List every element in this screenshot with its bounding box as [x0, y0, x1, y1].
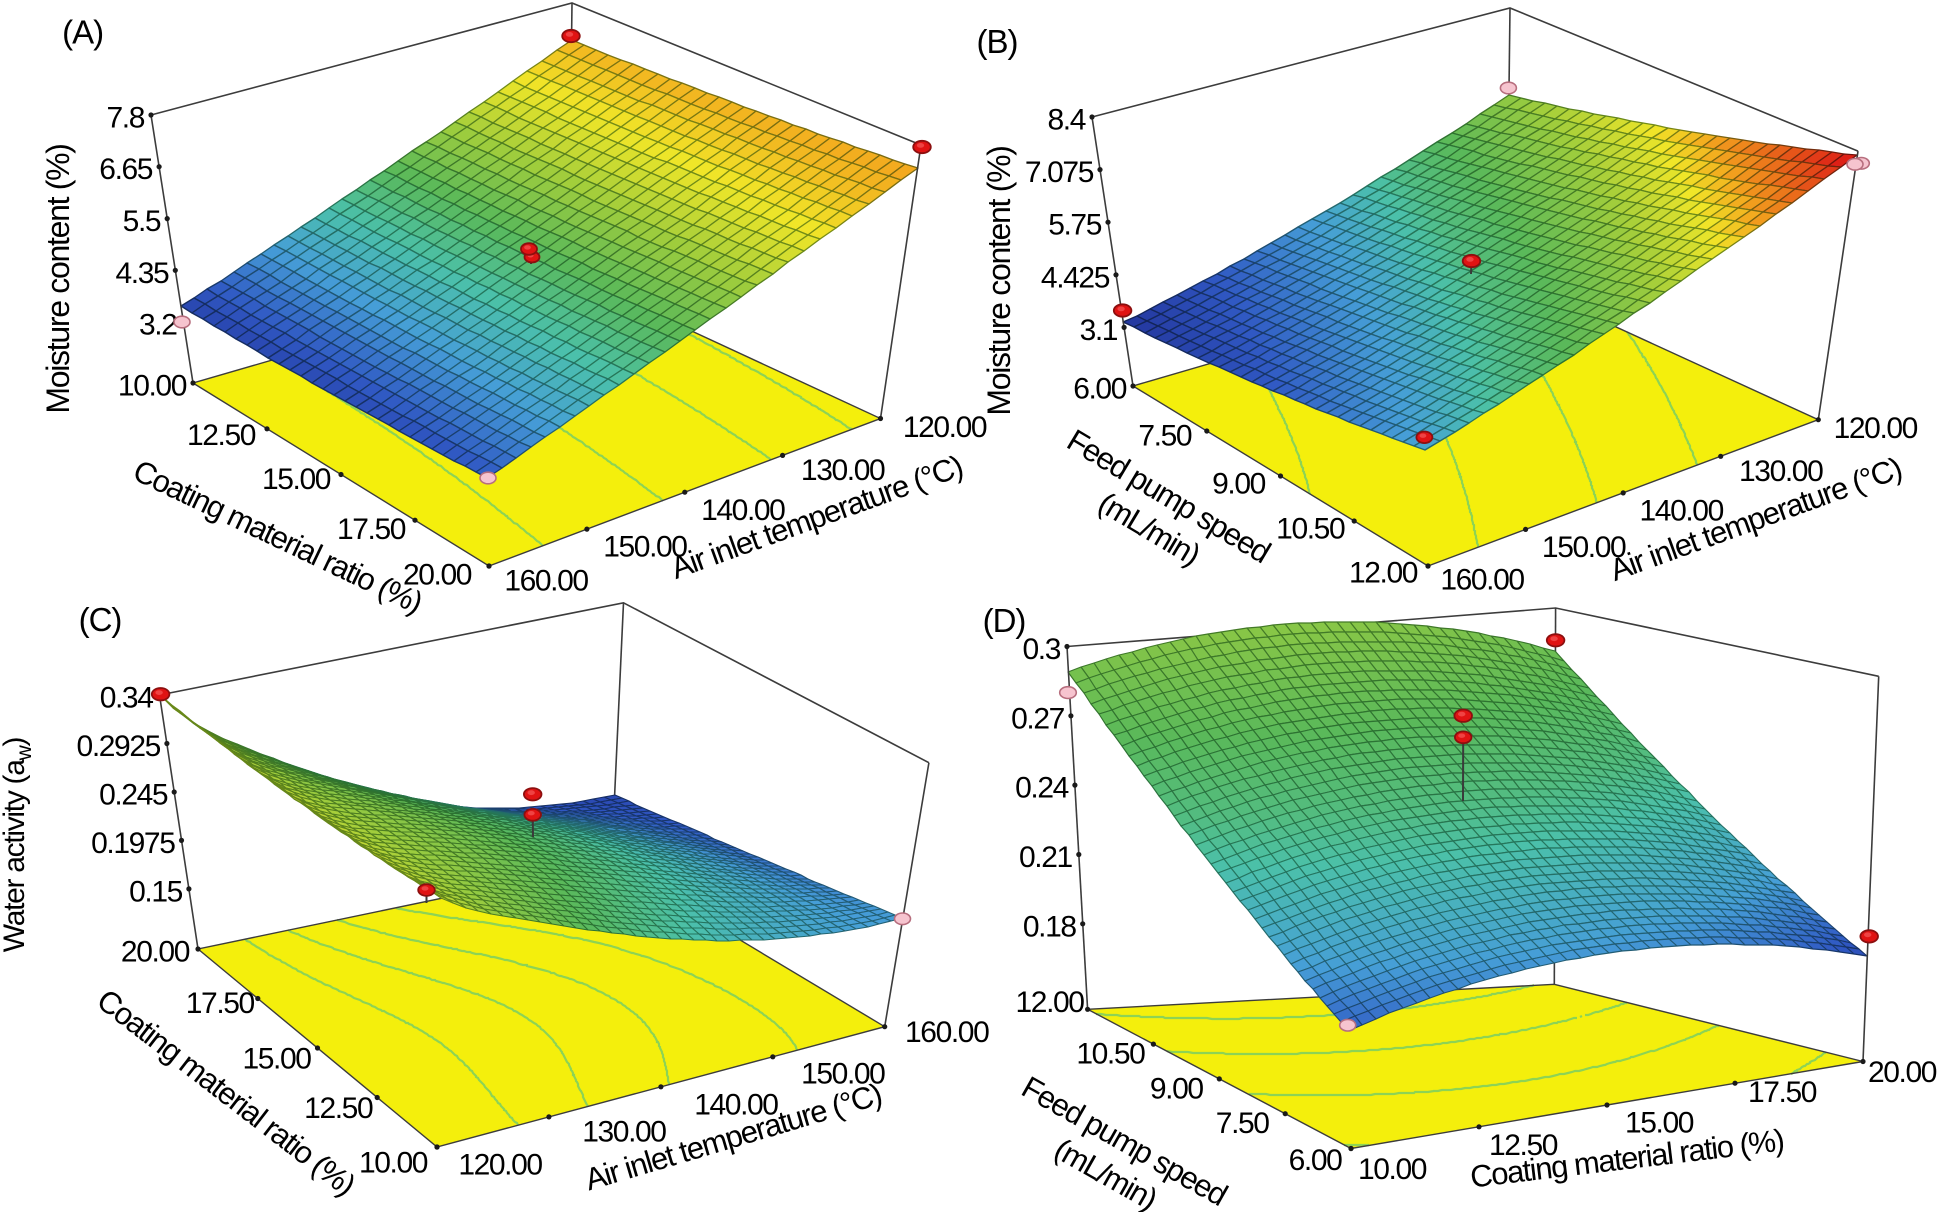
- svg-text:120.00: 120.00: [458, 1149, 542, 1182]
- svg-text:120.00: 120.00: [903, 411, 987, 444]
- svg-text:150.00: 150.00: [1542, 531, 1626, 564]
- svg-text:0.18: 0.18: [1023, 910, 1077, 943]
- svg-text:Moisture content (%): Moisture content (%): [981, 146, 1017, 415]
- svg-text:8.4: 8.4: [1047, 104, 1085, 137]
- svg-text:(D): (D): [983, 602, 1026, 639]
- svg-text:10.50: 10.50: [1076, 1038, 1145, 1071]
- svg-text:130.00: 130.00: [801, 454, 885, 487]
- svg-text:150.00: 150.00: [801, 1057, 885, 1090]
- svg-text:120.00: 120.00: [1834, 412, 1918, 445]
- svg-text:140.00: 140.00: [701, 494, 785, 527]
- svg-text:17.50: 17.50: [1748, 1076, 1817, 1109]
- svg-text:5.5: 5.5: [123, 205, 161, 238]
- svg-text:6.65: 6.65: [99, 153, 153, 186]
- svg-text:4.425: 4.425: [1041, 261, 1110, 294]
- svg-text:160.00: 160.00: [504, 565, 588, 598]
- svg-text:15.00: 15.00: [242, 1043, 311, 1076]
- svg-text:Water activity (aw): Water activity (aw): [0, 738, 36, 953]
- svg-text:20.00: 20.00: [1868, 1056, 1937, 1089]
- svg-text:3.2: 3.2: [139, 309, 177, 342]
- svg-text:0.34: 0.34: [100, 682, 154, 715]
- svg-text:10.50: 10.50: [1276, 513, 1345, 546]
- svg-text:10.00: 10.00: [359, 1147, 428, 1180]
- svg-text:150.00: 150.00: [603, 531, 687, 564]
- svg-text:(B): (B): [977, 23, 1018, 60]
- svg-text:7.50: 7.50: [1138, 420, 1192, 453]
- svg-text:20.00: 20.00: [121, 936, 190, 969]
- svg-text:160.00: 160.00: [905, 1016, 989, 1049]
- svg-text:5.75: 5.75: [1048, 209, 1102, 242]
- svg-text:0.15: 0.15: [129, 875, 183, 908]
- svg-text:10.00: 10.00: [118, 370, 187, 403]
- svg-text:15.00: 15.00: [262, 463, 331, 496]
- svg-text:0.27: 0.27: [1011, 702, 1065, 735]
- svg-text:130.00: 130.00: [582, 1115, 666, 1148]
- svg-text:7.075: 7.075: [1025, 156, 1094, 189]
- svg-text:7.50: 7.50: [1216, 1107, 1270, 1140]
- svg-text:6.00: 6.00: [1289, 1144, 1343, 1177]
- svg-text:12.00: 12.00: [1016, 986, 1085, 1019]
- svg-text:17.50: 17.50: [337, 513, 406, 546]
- svg-text:12.50: 12.50: [1489, 1129, 1558, 1162]
- svg-text:130.00: 130.00: [1739, 455, 1823, 488]
- svg-text:140.00: 140.00: [1640, 494, 1724, 527]
- svg-text:6.00: 6.00: [1073, 373, 1127, 406]
- svg-text:4.35: 4.35: [116, 257, 170, 290]
- svg-text:0.1975: 0.1975: [91, 827, 175, 860]
- svg-text:0.21: 0.21: [1019, 841, 1073, 874]
- svg-text:12.00: 12.00: [1349, 557, 1418, 590]
- svg-text:0.24: 0.24: [1015, 772, 1069, 805]
- svg-text:0.2925: 0.2925: [77, 730, 161, 763]
- svg-text:17.50: 17.50: [186, 987, 255, 1020]
- svg-text:12.50: 12.50: [187, 419, 256, 452]
- svg-text:9.00: 9.00: [1150, 1072, 1204, 1105]
- svg-text:0.3: 0.3: [1022, 633, 1060, 666]
- svg-text:12.50: 12.50: [304, 1092, 373, 1125]
- svg-text:(A): (A): [62, 14, 103, 51]
- svg-text:20.00: 20.00: [403, 559, 472, 592]
- svg-text:(C): (C): [79, 601, 122, 638]
- svg-text:7.8: 7.8: [106, 102, 144, 135]
- svg-text:Moisture content (%): Moisture content (%): [40, 144, 76, 413]
- svg-text:3.1: 3.1: [1080, 314, 1118, 347]
- svg-text:10.00: 10.00: [1358, 1153, 1427, 1186]
- svg-text:0.245: 0.245: [99, 779, 168, 812]
- svg-text:140.00: 140.00: [694, 1088, 778, 1121]
- svg-text:160.00: 160.00: [1440, 564, 1524, 597]
- svg-text:15.00: 15.00: [1625, 1107, 1694, 1140]
- svg-text:9.00: 9.00: [1212, 468, 1266, 501]
